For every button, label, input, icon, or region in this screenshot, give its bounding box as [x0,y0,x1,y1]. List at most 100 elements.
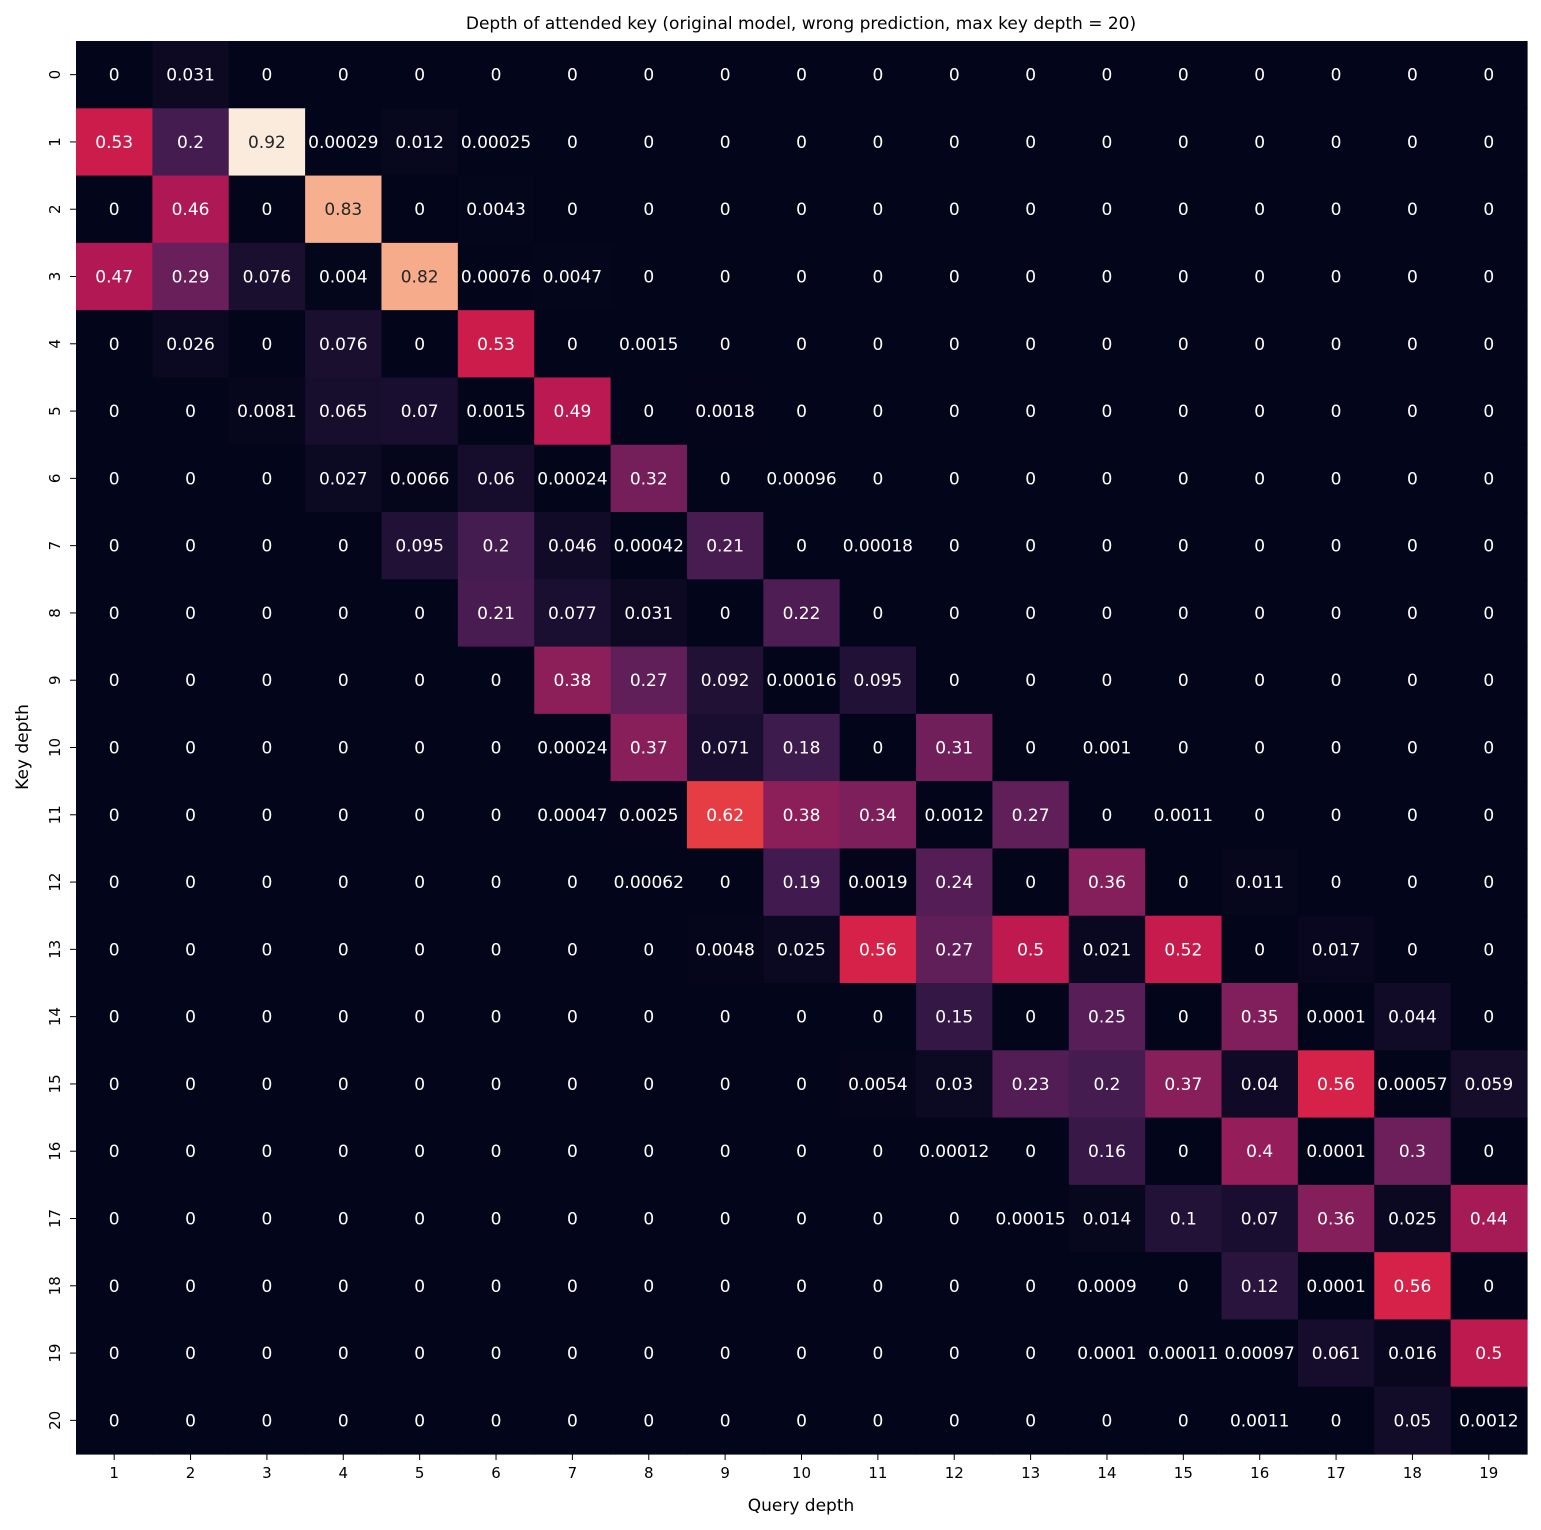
heatmap-cell [610,1319,688,1388]
heatmap-cell [534,242,612,311]
y-tick-label: 6 [46,474,64,484]
cell-value-label: 0 [414,335,425,355]
heatmap-cell [839,1252,917,1321]
cell-value-label: 0 [1102,671,1113,691]
heatmap-cell [763,983,841,1051]
cell-value-label: 0 [1407,873,1418,893]
cell-value-label: 0 [643,402,654,422]
cell-value-label: 0.52 [1164,940,1202,960]
cell-value-label: 0 [567,1008,578,1028]
heatmap-cell [1450,108,1528,177]
cell-value-label: 0 [1407,940,1418,960]
cell-value-label: 0 [109,537,120,557]
x-tick-label: 13 [1021,1464,1040,1482]
heatmap-cell [992,310,1070,379]
heatmap-cell [1145,1252,1223,1321]
cell-value-label: 0 [949,133,960,153]
cell-value-label: 0 [338,1008,349,1028]
cell-value-label: 0.00042 [614,537,684,557]
cell-value-label: 0 [720,1142,731,1162]
heatmap-cell [1145,377,1223,446]
heatmap-cell [610,377,688,446]
cell-value-label: 0 [1331,133,1342,153]
cell-value-label: 0 [414,806,425,826]
heatmap-cell [1297,310,1375,379]
heatmap-cell [1068,310,1146,379]
cell-value-label: 0 [567,1210,578,1230]
cell-value-label: 0 [338,66,349,86]
cell-value-label: 0.05 [1394,1411,1432,1431]
heatmap-cell [152,1252,230,1321]
cell-value-label: 0 [262,873,273,893]
heatmap-cell [305,1386,383,1455]
cell-value-label: 0 [338,873,349,893]
y-tick-label: 7 [46,541,64,551]
cell-value-label: 0.18 [783,739,821,759]
cell-value-label: 0 [720,1008,731,1028]
heatmap-cell [1068,108,1146,177]
heatmap-cell [1450,1184,1528,1253]
cell-value-label: 0 [109,940,120,960]
cell-value-label: 0.00097 [1225,1344,1295,1364]
cell-value-label: 0 [1254,604,1265,624]
heatmap-cell [1221,1050,1299,1119]
cell-value-label: 0 [796,402,807,422]
cell-value-label: 0 [796,1210,807,1230]
cell-value-label: 0 [185,873,196,893]
cell-value-label: 0 [872,1008,883,1028]
cell-value-label: 0.23 [1012,1075,1050,1095]
heatmap-cell [1145,848,1223,917]
cell-value-label: 0.092 [701,671,750,691]
cell-value-label: 0 [1102,604,1113,624]
heatmap-cell [381,377,459,446]
heatmap-cell [76,1117,153,1186]
cell-value-label: 0 [109,469,120,489]
heatmap-cell [992,848,1070,917]
heatmap-cell [992,983,1070,1051]
heatmap-cell [686,41,764,109]
cell-value-label: 0.00029 [308,133,378,153]
heatmap-cell [457,175,535,244]
heatmap-cell [228,1386,306,1455]
cell-value-label: 0 [109,873,120,893]
cell-value-label: 0 [262,739,273,759]
cell-value-label: 0.071 [701,739,750,759]
cell-value-label: 0 [872,66,883,86]
cell-value-label: 0.53 [477,335,515,355]
heatmap-cell [1221,444,1299,513]
cell-value-label: 0 [1178,1411,1189,1431]
cell-value-label: 0 [949,1277,960,1297]
heatmap-cell [686,1252,764,1321]
cell-value-label: 0 [1407,469,1418,489]
cell-value-label: 0.046 [548,537,597,557]
heatmap-cell [839,242,917,311]
cell-value-label: 0 [1178,873,1189,893]
heatmap-cell [305,1319,383,1388]
heatmap-cell [1374,713,1452,782]
heatmap-cell [534,781,612,850]
cell-value-label: 0 [185,1075,196,1095]
cell-value-label: 0 [414,1411,425,1431]
heatmap-cell [916,444,994,513]
x-axis-ticks: 1 2 3 4 5 6 7 8 9 10 11 12 13 14 15 16 17 18 19 [109,1454,1498,1482]
cell-value-label: 0 [338,1277,349,1297]
heatmap-cell [457,377,535,446]
x-tick-label: 4 [339,1464,349,1482]
heatmap-cell [763,646,841,715]
heatmap-cell [1068,1252,1146,1321]
heatmap-cell [305,242,383,311]
heatmap-cell [839,915,917,984]
heatmap-cell [610,1252,688,1321]
heatmap-cell [1068,983,1146,1051]
cell-value-label: 0 [1483,469,1494,489]
cell-value-label: 0 [109,1411,120,1431]
heatmap-cell [1374,983,1452,1051]
cell-value-label: 0 [643,1075,654,1095]
heatmap-cell [916,713,994,782]
heatmap-cell [1450,242,1528,311]
heatmap-cell [1297,1386,1375,1455]
heatmap-cell [1221,781,1299,850]
heatmap-cell [228,848,306,917]
cell-value-label: 0.0019 [848,873,907,893]
heatmap-cell [305,512,383,580]
